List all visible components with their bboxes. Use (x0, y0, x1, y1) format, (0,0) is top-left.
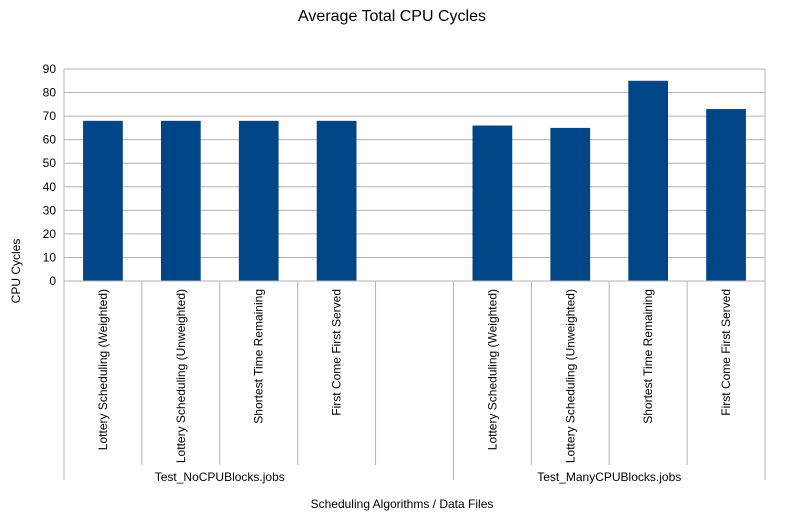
category-label-7: Lottery Scheduling (Unweighted) (563, 289, 577, 463)
y-tick-label-90: 90 (43, 62, 57, 76)
category-labels: Lottery Scheduling (Weighted) Lottery Sch… (96, 289, 733, 463)
y-tick-labels: 0 10 20 30 40 50 60 70 80 90 (43, 62, 57, 288)
bar-g2-6 (472, 125, 513, 282)
y-tick-label-50: 50 (43, 156, 57, 170)
category-label-4: First Come First Served (330, 289, 344, 416)
y-tick-label-70: 70 (43, 109, 57, 123)
y-tick-label-60: 60 (43, 133, 57, 147)
bars (83, 80, 746, 282)
x-axis-label: Scheduling Algorithms / Data Files (311, 497, 494, 511)
y-tick-label-30: 30 (43, 203, 57, 217)
bar-g1-4 (316, 120, 357, 281)
category-label-2: Lottery Scheduling (Unweighted) (174, 289, 188, 463)
category-label-8: Shortest Time Remaining (641, 289, 655, 424)
bar-g1-3 (238, 120, 279, 281)
axes (63, 69, 766, 480)
category-label-3: Shortest Time Remaining (252, 289, 266, 424)
bar-g2-7 (550, 127, 591, 281)
chart-title: Average Total CPU Cycles (298, 8, 486, 25)
bar-g2-9 (706, 109, 746, 282)
y-tick-label-80: 80 (43, 86, 57, 100)
category-label-6: Lottery Scheduling (Weighted) (485, 289, 499, 450)
y-axis-label: CPU Cycles (9, 239, 23, 304)
y-tick-label-0: 0 (49, 274, 56, 288)
category-label-1: Lottery Scheduling (Weighted) (96, 289, 110, 450)
y-tick-label-20: 20 (43, 227, 57, 241)
bar-g2-8 (628, 80, 669, 282)
category-label-9: First Come First Served (719, 289, 733, 416)
bar-g1-1 (83, 120, 123, 281)
group-label-2: Test_ManyCPUBlocks.jobs (537, 470, 681, 484)
y-tick-label-10: 10 (43, 250, 57, 264)
group-label-1: Test_NoCPUBlocks.jobs (155, 470, 285, 484)
bar-g1-2 (160, 120, 201, 281)
group-labels: Test_NoCPUBlocks.jobs Test_ManyCPUBlocks.… (155, 470, 682, 484)
y-tick-label-40: 40 (43, 180, 57, 194)
